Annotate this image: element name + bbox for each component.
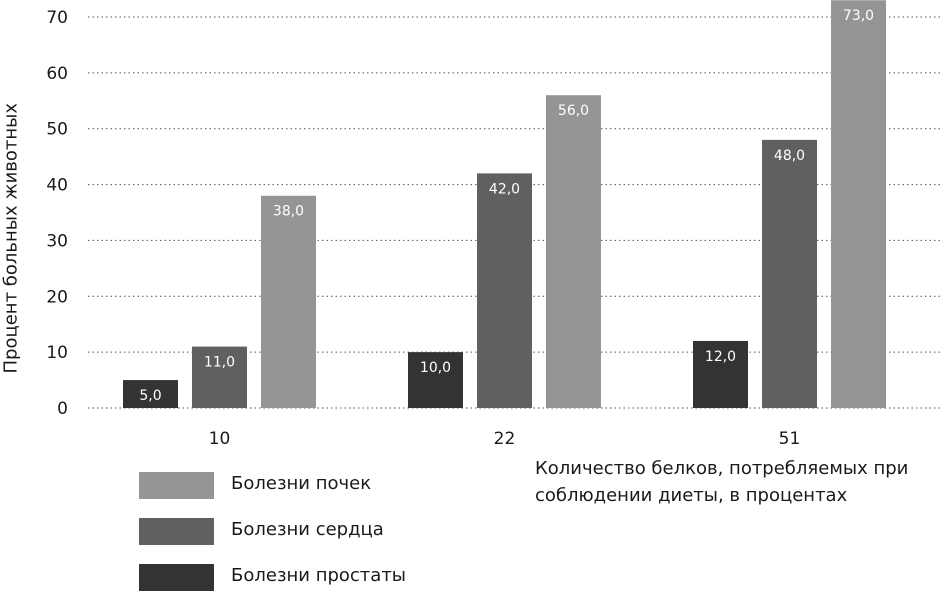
bar [123,380,178,408]
x-axis-label-line-1: Количество белков, потребляемых при [535,458,909,479]
data-label: 48,0 [774,148,805,164]
legend-item-kidney: Болезни почек [139,472,439,502]
bar [693,340,748,408]
data-label: 5,0 [139,388,161,404]
y-tick-label: 30 [46,231,68,251]
y-axis-label: Процент больных животных [0,102,22,374]
legend-item-prostate: Болезни простаты [139,564,439,594]
bar [546,95,601,408]
data-label: 42,0 [489,181,520,197]
data-label: 11,0 [204,355,235,371]
y-tick-labels: 0 10 20 30 40 50 60 70 [46,8,68,419]
legend-item-heart: Болезни сердца [139,518,439,548]
bar [192,346,247,408]
y-tick-label: 0 [57,399,68,419]
legend-label-kidney: Болезни почек [231,473,372,494]
legend-swatch-heart [139,518,214,545]
x-tick-label: 22 [494,429,516,449]
x-tick-labels: 10 22 51 [209,429,801,449]
bars: 5,0 11,0 38,0 10,0 42,0 56,0 12,0 48,0 73,0 [123,0,886,408]
bar [408,352,463,408]
legend-label-prostate: Болезни простаты [231,565,407,586]
x-tick-label: 51 [779,429,801,449]
x-axis-label: Количество белков, потребляемых при собл… [535,455,935,509]
data-label: 10,0 [420,360,451,376]
y-tick-label: 60 [46,64,68,84]
data-label: 56,0 [558,103,589,119]
legend-swatch-prostate [139,564,214,591]
data-label: 38,0 [273,204,304,220]
bar [831,0,886,408]
data-label: 73,0 [843,8,874,24]
y-tick-label: 70 [46,8,68,28]
y-tick-label: 40 [46,176,68,196]
y-tick-label: 20 [46,287,68,307]
bar [261,195,316,408]
y-tick-label: 50 [46,120,68,140]
legend-label-heart: Болезни сердца [231,519,384,540]
legend-swatch-kidney [139,472,214,499]
y-tick-label: 10 [46,343,68,363]
data-label: 12,0 [705,349,736,365]
bar [477,173,532,408]
x-axis-label-line-2: соблюдении диеты, в процентах [535,485,848,506]
x-tick-label: 10 [209,429,231,449]
bar [762,139,817,408]
